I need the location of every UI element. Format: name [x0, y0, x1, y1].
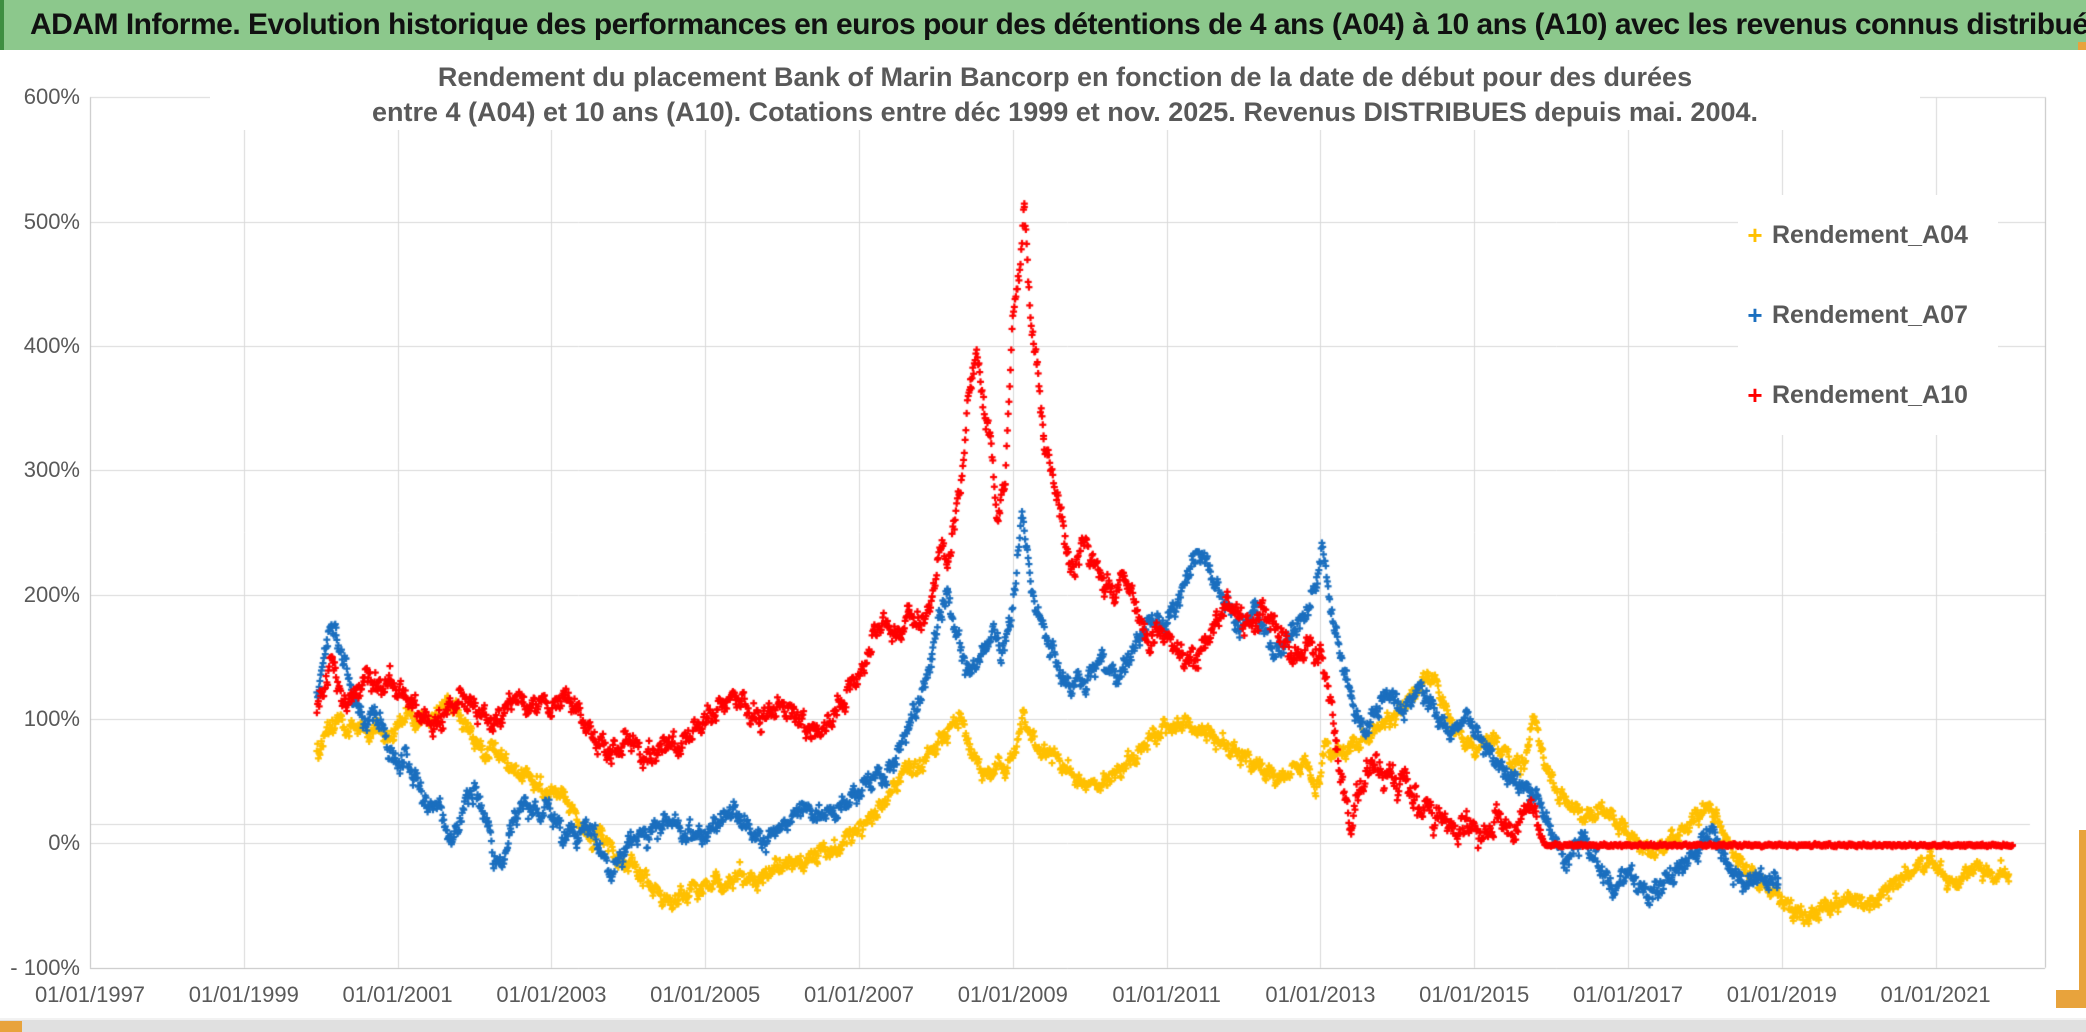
- y-axis-tick-label: 600%: [23, 84, 80, 110]
- header-left-edge-accent: [0, 0, 4, 50]
- bottom-strip: [0, 1020, 2086, 1032]
- x-axis-tick-label: 01/01/2001: [342, 981, 453, 1007]
- x-axis-tick-label: 01/01/2017: [1572, 981, 1684, 1007]
- legend: + Rendement_A04 + Rendement_A07 + Rendement_A…: [1738, 195, 1998, 435]
- header-bar: ADAM Informe. Evolution historique des p…: [0, 0, 2086, 56]
- y-axis-tick-label: 0%: [48, 830, 80, 856]
- plus-marker-icon: +: [1747, 219, 1763, 250]
- y-axis-tick-label: 400%: [23, 333, 80, 358]
- y-axis-tick-label: - 100%: [10, 954, 80, 980]
- chart-title: Rendement du placement Bank of Marin Ban…: [210, 60, 1920, 130]
- gold-corner-bottom-right: [2056, 990, 2086, 1008]
- x-axis-tick-label: 01/01/2019: [1726, 981, 1837, 1007]
- header-right-gold-accent: [2078, 42, 2086, 56]
- chart-area: Rendement du placement Bank of Marin Ban…: [0, 50, 2086, 1012]
- plus-marker-icon: +: [1747, 379, 1763, 410]
- x-axis-tick-label: 01/01/2009: [957, 981, 1068, 1007]
- chart-title-line1: Rendement du placement Bank of Marin Ban…: [437, 62, 1693, 92]
- legend-item[interactable]: + Rendement_A10: [1738, 355, 1998, 435]
- gold-block-bottom-left: [0, 1021, 22, 1032]
- x-axis-tick-label: 01/01/1999: [188, 981, 299, 1007]
- chart-title-line2: entre 4 (A04) et 10 ans (A10). Cotations…: [371, 97, 1758, 127]
- gold-strip-right: [2079, 830, 2086, 990]
- x-axis-tick-label: 01/01/2003: [496, 981, 607, 1007]
- legend-item-label: Rendement_A10: [1772, 380, 1968, 409]
- plus-marker-icon: +: [1747, 299, 1763, 330]
- y-axis-tick-label: 300%: [23, 457, 80, 483]
- legend-item[interactable]: + Rendement_A04: [1738, 195, 1998, 275]
- x-axis-tick-label: 01/01/2011: [1112, 981, 1221, 1007]
- page-title: ADAM Informe. Evolution historique des p…: [30, 8, 2086, 41]
- x-axis-tick-label: 01/01/1997: [34, 981, 146, 1007]
- x-axis-tick-label: 01/01/2021: [1880, 981, 1991, 1007]
- x-axis-tick-label: 01/01/2005: [650, 981, 761, 1007]
- x-axis-tick-label: 01/01/2007: [803, 981, 915, 1007]
- x-axis-tick-label: 01/01/2015: [1419, 981, 1530, 1007]
- bottom-divider: [0, 1018, 2086, 1020]
- legend-item-label: Rendement_A04: [1772, 220, 1968, 249]
- y-axis-tick-label: 200%: [23, 581, 80, 607]
- legend-item[interactable]: + Rendement_A07: [1738, 275, 1998, 355]
- legend-item-label: Rendement_A07: [1772, 300, 1968, 329]
- y-axis-tick-label: 500%: [23, 208, 80, 234]
- x-axis-tick-label: 01/01/2013: [1265, 981, 1376, 1007]
- y-axis-tick-label: 100%: [23, 706, 80, 732]
